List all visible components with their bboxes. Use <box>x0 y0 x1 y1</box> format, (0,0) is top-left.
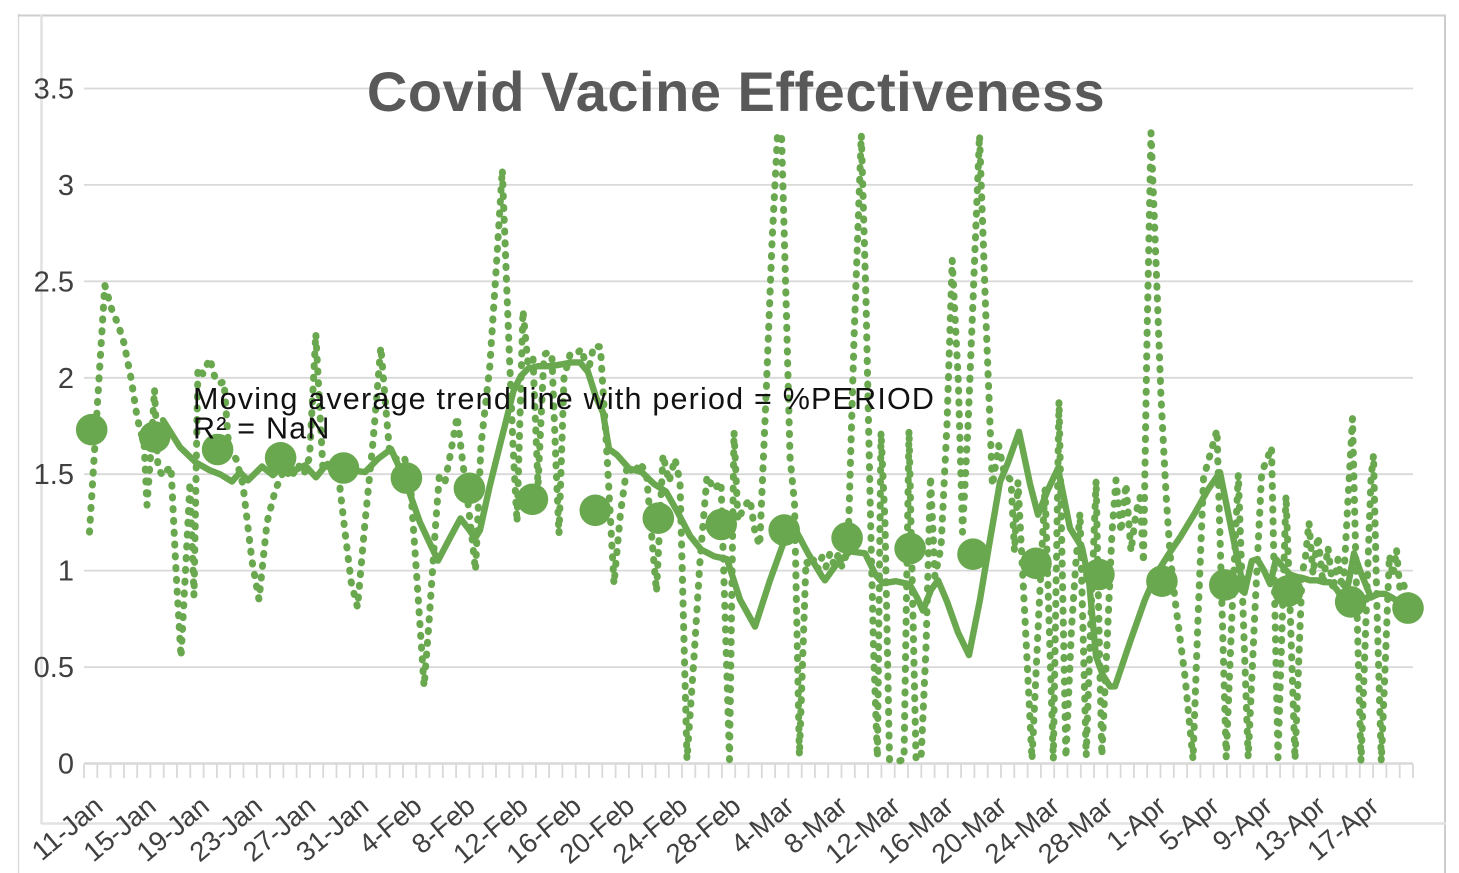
svg-text:2.5: 2.5 <box>34 266 74 298</box>
svg-text:3.5: 3.5 <box>34 74 74 106</box>
svg-text:0: 0 <box>58 749 74 781</box>
svg-text:Covid Vacine Effectiveness: Covid Vacine Effectiveness <box>367 60 1105 123</box>
svg-text:1: 1 <box>58 556 74 588</box>
svg-text:1.5: 1.5 <box>34 459 74 491</box>
svg-text:2: 2 <box>58 363 74 395</box>
svg-text:0.5: 0.5 <box>34 652 74 684</box>
svg-text:Moving average trend line with: Moving average trend line with period = … <box>193 382 935 416</box>
svg-text:3: 3 <box>58 170 74 202</box>
svg-text:R² = NaN: R² = NaN <box>193 412 331 446</box>
